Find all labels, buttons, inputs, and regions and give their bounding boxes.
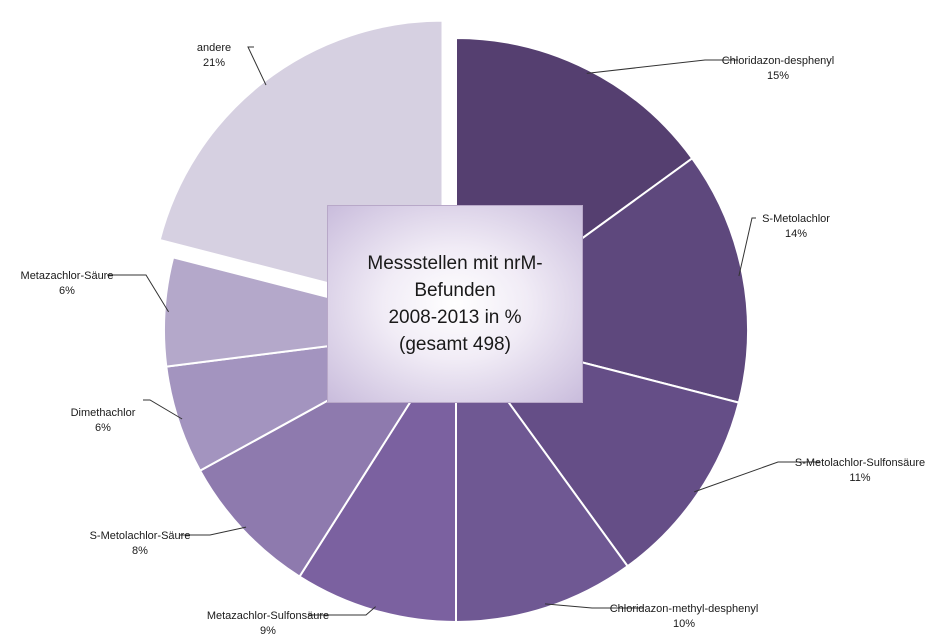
slice-label-7: Dimethachlor: [71, 407, 136, 419]
slice-value-9: 21%: [203, 57, 225, 69]
slice-label-9: andere: [197, 42, 231, 54]
slice-label-1: Chloridazon-desphenyl: [722, 55, 835, 67]
slice-value-1: 15%: [767, 70, 789, 82]
leader-line-7: [143, 399, 183, 420]
chart-title-box: Messstellen mit nrM- Befunden 2008-2013 …: [327, 205, 583, 403]
slice-label-6: S-Metolachlor-Säure: [90, 530, 191, 542]
slice-value-3: 11%: [849, 472, 870, 484]
slice-label-8: Metazachlor-Säure: [21, 270, 114, 282]
slice-label-5: Metazachlor-Sulfonsäure: [207, 610, 329, 622]
pie-slice-5: [298, 326, 457, 624]
pie-slice-4: [455, 326, 630, 624]
slice-value-4: 10%: [673, 618, 695, 630]
pie-slice-8: [163, 256, 457, 368]
leader-line-5: [308, 606, 376, 616]
chart-title-line-1: Messstellen mit nrM-: [367, 253, 543, 274]
leader-line-1: [586, 59, 738, 74]
chart-title-line-3: 2008-2013 in %: [388, 307, 522, 328]
leader-line-2: [738, 217, 756, 277]
slice-label-2: S-Metolachlor: [762, 213, 830, 225]
leader-line-4: [544, 603, 644, 609]
slice-value-7: 6%: [95, 422, 111, 434]
slice-label-3: S-Metolachlor-Sulfonsäure: [795, 457, 925, 469]
slice-value-6: 8%: [132, 545, 148, 557]
chart-title-line-4: (gesamt 498): [399, 334, 511, 355]
chart-title-line-2: Befunden: [414, 280, 496, 301]
slice-value-8: 6%: [59, 285, 75, 297]
slice-value-5: 9%: [260, 625, 276, 635]
slice-value-2: 14%: [785, 228, 807, 240]
leader-line-8: [107, 274, 169, 313]
slice-label-4: Chloridazon-methyl-desphenyl: [610, 603, 759, 615]
leader-line-3: [694, 461, 820, 493]
leader-line-6: [180, 526, 247, 536]
leader-line-9: [247, 46, 267, 86]
